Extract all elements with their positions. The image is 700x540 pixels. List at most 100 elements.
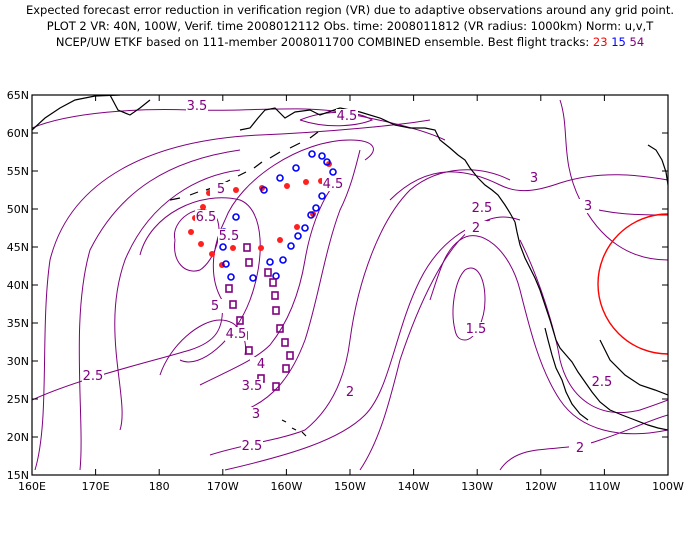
lat-label: 60N <box>7 127 29 140</box>
contour-label: 2 <box>472 221 480 236</box>
contour-label: 2 <box>346 385 354 400</box>
contour-label: 2 <box>576 441 584 456</box>
coast-east <box>647 144 668 186</box>
marker-red-dot <box>200 204 206 210</box>
lat-label: 20N <box>7 431 29 444</box>
contour-line <box>174 209 220 272</box>
contour-label-bg <box>569 441 591 455</box>
lon-label: 180 <box>149 480 170 493</box>
marker-blue-circle <box>329 168 337 176</box>
title-line-3-prefix: NCEP/UW ETKF based on 111-member 2008011… <box>55 35 590 49</box>
lat-label: 25N <box>7 393 29 406</box>
longitude-axis: 160E 170E 180 170W 160W 150W 140W 130W 120W 110W 1… <box>18 95 684 493</box>
contour-line <box>519 239 668 414</box>
contour-label: 5 <box>211 299 219 314</box>
contour-label: 3.5 <box>242 379 263 394</box>
contour-label-bg <box>577 199 599 213</box>
coast-baja <box>544 327 589 421</box>
title-line-3: NCEP/UW ETKF based on 111-member 2008011… <box>0 34 700 50</box>
marker-purple-square <box>282 364 290 373</box>
lat-label: 55N <box>7 165 29 178</box>
contour-label: 2.5 <box>472 201 493 216</box>
latitude-axis: 65N 60N 55N 50N 45N 40N 35N 30N 25N 20N 15N <box>7 89 668 482</box>
contour-line <box>452 267 486 341</box>
marker-blue-circle <box>318 192 326 200</box>
contour-label-bg <box>225 327 247 341</box>
marker-blue-circle <box>323 158 331 166</box>
marker-blue-circle <box>276 174 284 182</box>
contour-line <box>34 119 431 471</box>
contour-labels: 3.54.556.55.54.554.543.532.52.5232.521.5… <box>82 99 613 456</box>
coast-hawaii <box>281 419 307 437</box>
lat-label: 45N <box>7 241 29 254</box>
marker-blue-circle <box>318 152 326 160</box>
marker-blue-circle <box>279 256 287 264</box>
lat-label: 50N <box>7 203 29 216</box>
contour-label-bg <box>241 439 263 453</box>
lon-label: 170W <box>207 480 239 493</box>
coast-alaska-gulf <box>339 107 516 223</box>
marker-blue-circle <box>260 186 268 194</box>
marker-red-dot <box>303 179 309 185</box>
marker-purple-square <box>271 291 279 300</box>
contour-label-bg <box>465 322 487 336</box>
contour-label: 1.5 <box>466 322 487 337</box>
marker-blue-circle <box>294 232 302 240</box>
coast-kamchatka <box>109 95 151 116</box>
contour-label-bg <box>82 369 104 383</box>
contour-label-bg <box>204 299 226 313</box>
lat-label: 35N <box>7 317 29 330</box>
marker-blue-circle <box>292 164 300 172</box>
lon-label: 160E <box>18 480 46 493</box>
contour-label-bg <box>339 385 361 399</box>
contour-label-bg <box>322 177 344 191</box>
contour-label: 3.5 <box>187 99 208 114</box>
contour-line <box>32 108 446 141</box>
marker-red-dot <box>233 187 239 193</box>
lon-label: 130W <box>461 480 493 493</box>
contour-label-bg <box>336 109 358 123</box>
marker-purple-square <box>269 278 277 287</box>
contour-label: 4.5 <box>226 327 247 342</box>
coast-west-us <box>514 221 668 431</box>
marker-red-dot <box>277 237 283 243</box>
contour-line <box>209 169 511 456</box>
marker-blue-circle <box>307 211 315 219</box>
contour-label: 4.5 <box>337 109 358 124</box>
marker-purple-square <box>229 300 237 309</box>
marker-purple-square <box>245 346 253 355</box>
marker-blue-circle <box>266 258 274 266</box>
contour-label: 4.5 <box>323 177 344 192</box>
contour-label: 4 <box>257 357 265 372</box>
contour-label-bg <box>250 357 272 371</box>
lon-label: 100W <box>652 480 684 493</box>
contour-line <box>78 149 241 471</box>
lon-label: 150W <box>334 480 366 493</box>
plot-frame <box>31 94 669 476</box>
contour-label-bg <box>591 375 613 389</box>
marker-purple-square <box>281 338 289 347</box>
contour-label: 6.5 <box>196 210 217 225</box>
lon-label: 160W <box>270 480 302 493</box>
marker-purple-square <box>236 316 244 325</box>
marker-red-dot <box>188 229 194 235</box>
contour-line <box>114 169 241 431</box>
contour-label-bg <box>186 99 208 113</box>
lon-label: 140W <box>398 480 430 493</box>
marker-purple-square <box>276 324 284 333</box>
marker-blue-circle <box>301 224 309 232</box>
contour-label: 2.5 <box>592 375 613 390</box>
contour-label: 3 <box>252 407 260 422</box>
contour-label: 5.5 <box>219 229 240 244</box>
track-count-red: 23 <box>592 35 608 49</box>
lat-label: 65N <box>7 89 29 102</box>
lat-label: 15N <box>7 469 29 482</box>
contour-line <box>359 216 521 471</box>
marker-blue-circle <box>219 243 227 251</box>
contour-label-bg <box>195 210 217 224</box>
contour-line <box>559 99 668 261</box>
marker-blue-circle <box>312 204 320 212</box>
contour-label: 3 <box>584 199 592 214</box>
contour-label: 3 <box>530 171 538 186</box>
